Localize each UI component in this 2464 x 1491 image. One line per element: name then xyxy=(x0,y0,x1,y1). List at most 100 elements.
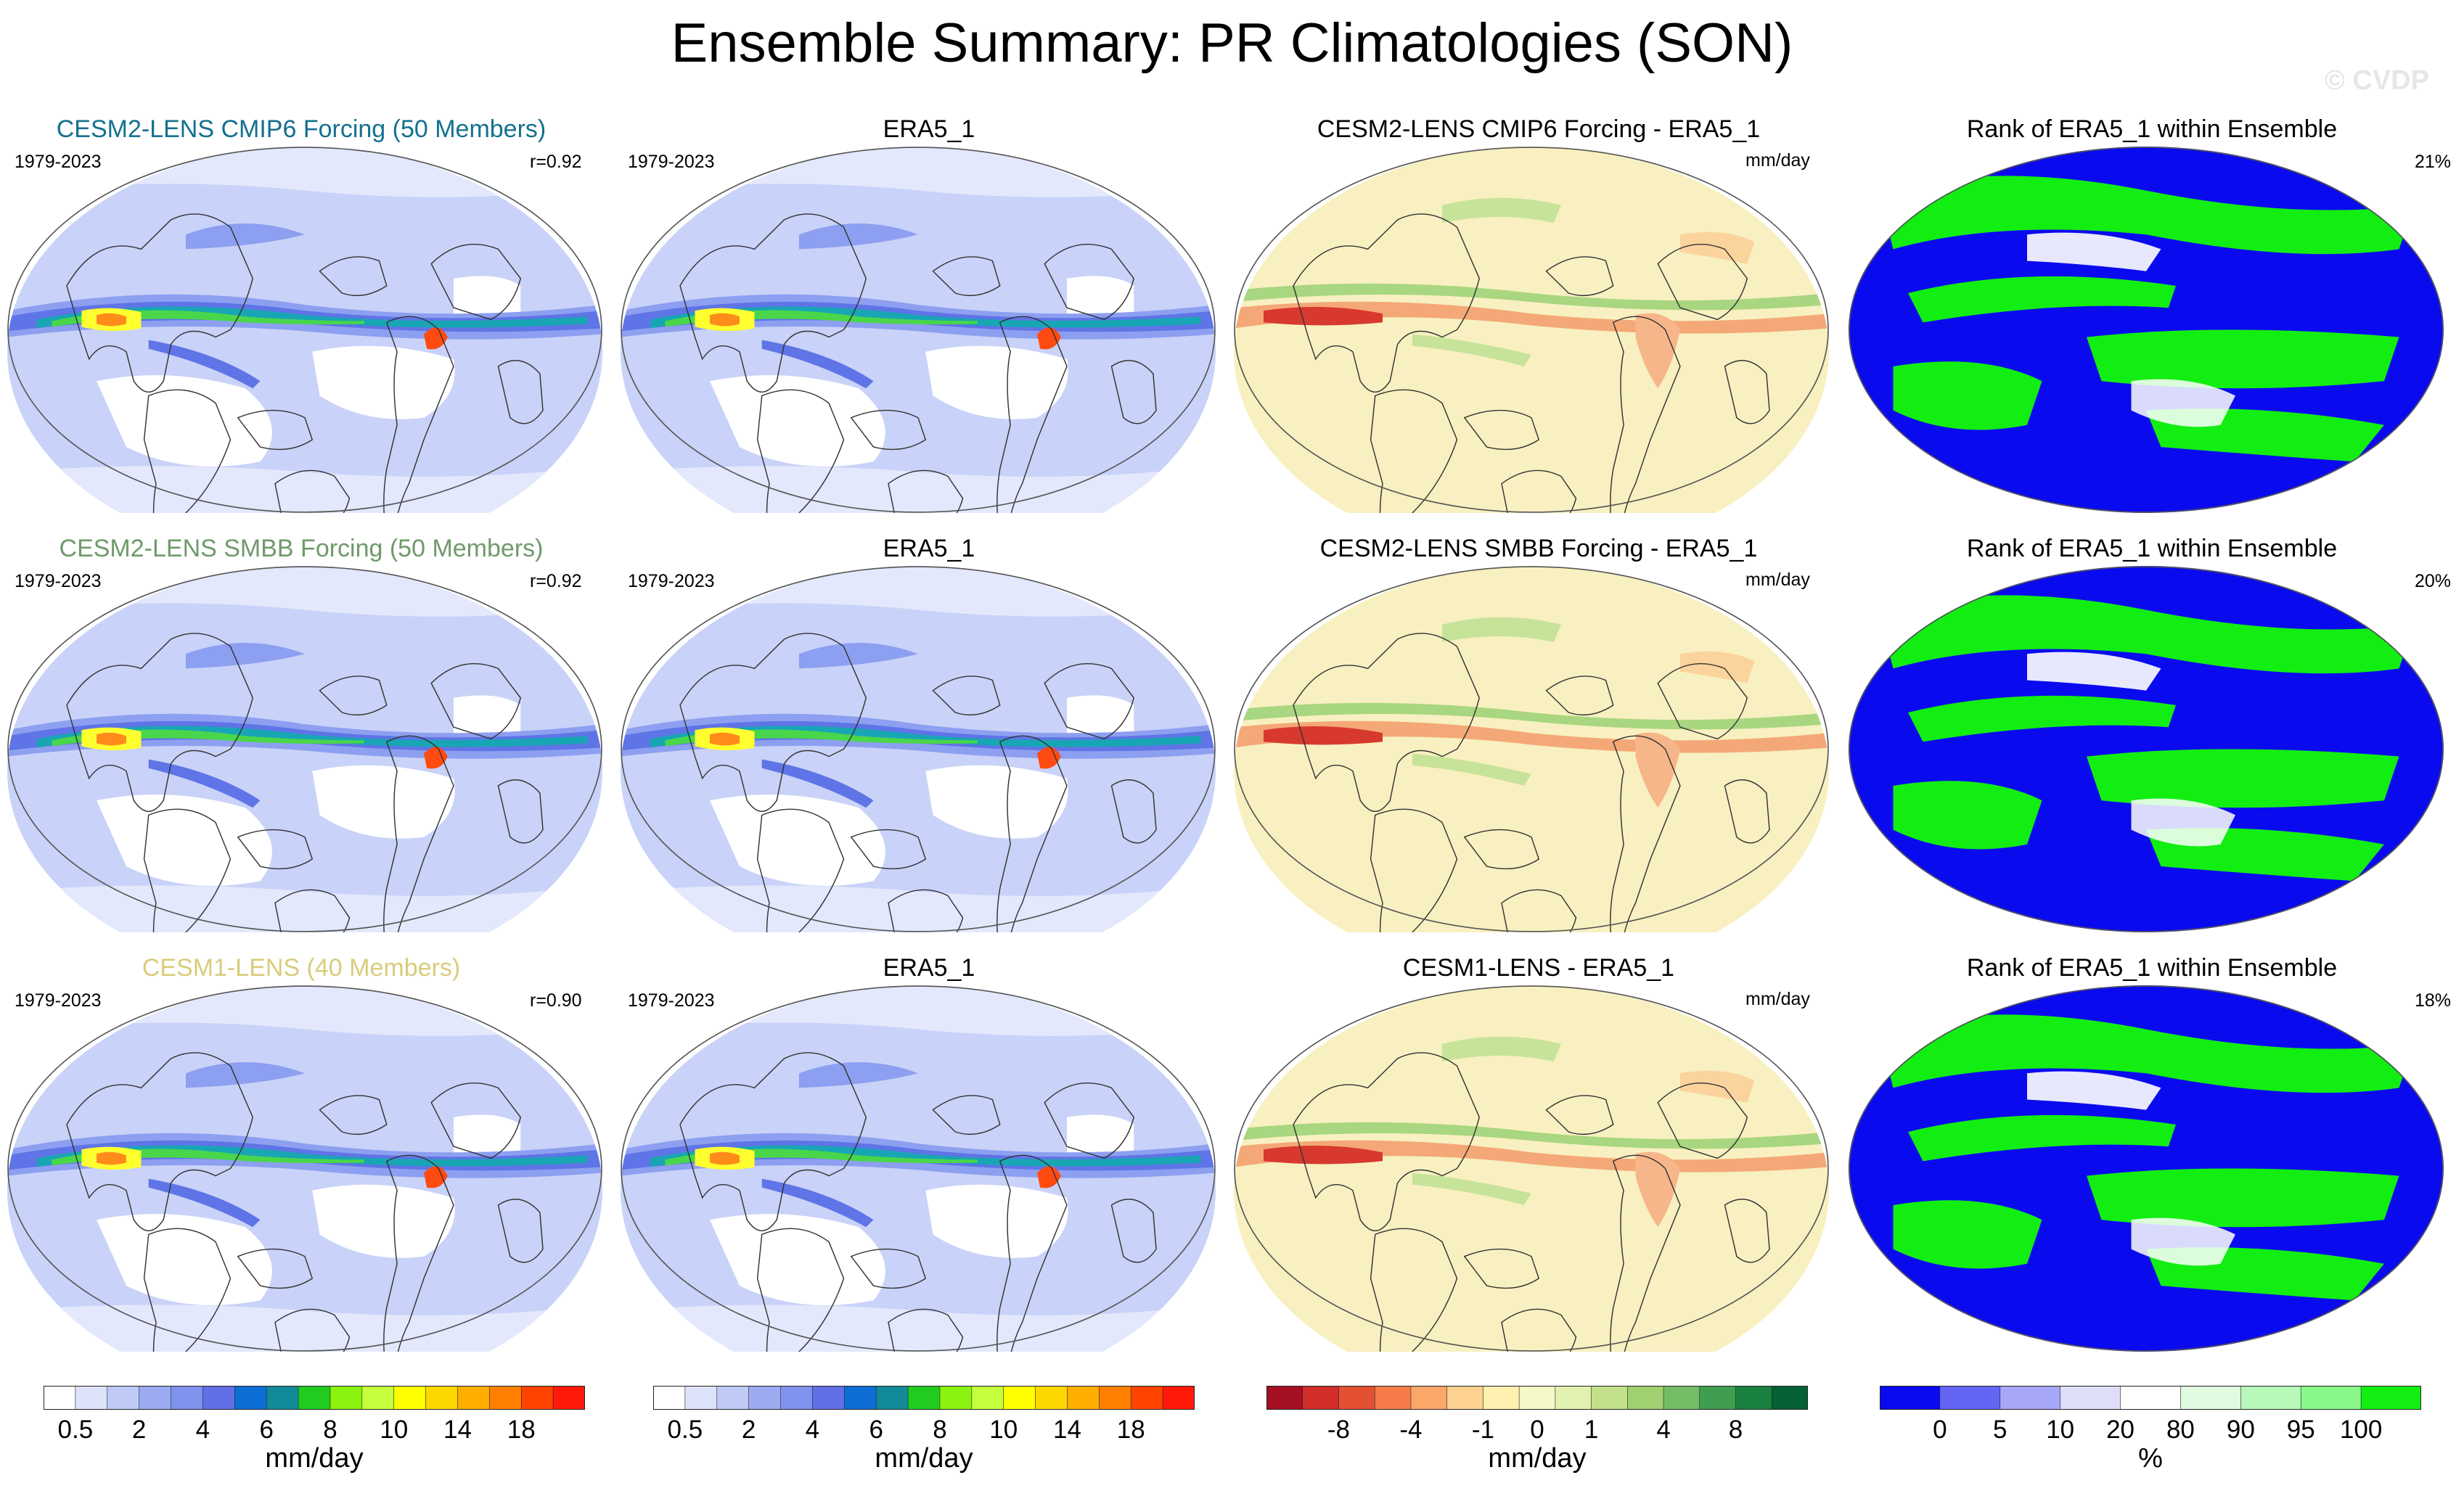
panel-title-obs: ERA5_1 xyxy=(883,954,975,982)
colorbar-box xyxy=(330,1386,363,1410)
colorbar-box xyxy=(653,1386,686,1410)
colorbar-tick-label: 14 xyxy=(443,1416,472,1444)
colorbar-tick-label: 95 xyxy=(2286,1416,2315,1444)
colorbar-box xyxy=(1591,1386,1629,1410)
units-label: mm/day xyxy=(1745,989,1810,1009)
colorbar-2 xyxy=(653,1386,1195,1410)
panel-title-rank: Rank of ERA5_1 within Ensemble xyxy=(1966,954,2338,982)
panel-title-rank: Rank of ERA5_1 within Ensemble xyxy=(1966,535,2338,562)
colorbar-box xyxy=(2000,1386,2061,1410)
colorbar-box xyxy=(75,1386,108,1410)
colorbar-box xyxy=(875,1386,909,1410)
colorbar-box xyxy=(971,1386,1004,1410)
colorbar-tick-label: 6 xyxy=(869,1416,883,1444)
colorbar-tick-label: 18 xyxy=(1116,1416,1145,1444)
correlation-label: r=0.92 xyxy=(530,571,582,591)
colorbar-box xyxy=(716,1386,750,1410)
correlation-label: r=0.90 xyxy=(530,990,582,1011)
panel-title-diff: CESM1-LENS - ERA5_1 xyxy=(1402,954,1675,982)
colorbar-box xyxy=(684,1386,718,1410)
colorbar-box xyxy=(1483,1386,1520,1410)
colorbar-box xyxy=(1130,1386,1163,1410)
colorbar-box xyxy=(393,1386,427,1410)
colorbar-box xyxy=(457,1386,491,1410)
colorbar-box xyxy=(907,1386,941,1410)
colorbar-box xyxy=(298,1386,331,1410)
units-label: mm/day xyxy=(1745,570,1810,590)
colorbar-box xyxy=(1880,1386,1941,1410)
colorbar-tick-label: 1 xyxy=(1584,1416,1599,1444)
colorbar-tick-label: 90 xyxy=(2226,1416,2255,1444)
colorbar-tick-label: 10 xyxy=(380,1416,409,1444)
colorbar-box xyxy=(2120,1386,2182,1410)
colorbar-box xyxy=(552,1386,585,1410)
panel-title-model: CESM2-LENS CMIP6 Forcing (50 Members) xyxy=(56,115,547,143)
colorbar-tick-label: 6 xyxy=(259,1416,274,1444)
map-rank xyxy=(1849,566,2444,932)
panel-title-model: CESM1-LENS (40 Members) xyxy=(142,954,461,982)
colorbar-units: mm/day xyxy=(265,1443,364,1474)
rank-percent-label: 21% xyxy=(2415,152,2452,172)
rank-percent-label: 18% xyxy=(2415,990,2452,1011)
colorbar-tick-label: 80 xyxy=(2166,1416,2195,1444)
colorbar-box xyxy=(1446,1386,1484,1410)
map-diff xyxy=(1234,147,1829,513)
rank-percent-label: 20% xyxy=(2415,571,2452,591)
colorbar-box xyxy=(1627,1386,1664,1410)
map-model xyxy=(7,566,602,932)
colorbar-box xyxy=(2060,1386,2121,1410)
map-model xyxy=(7,985,602,1352)
colorbar-tick-label: 2 xyxy=(131,1416,147,1444)
colorbar-units: mm/day xyxy=(875,1443,973,1474)
period-label: 1979-2023 xyxy=(15,990,102,1011)
colorbar-tick-label: 0.5 xyxy=(667,1416,703,1444)
map-obs xyxy=(621,985,1216,1352)
colorbar-tick-label: 18 xyxy=(507,1416,536,1444)
colorbar-box xyxy=(171,1386,204,1410)
colorbar-box xyxy=(2300,1386,2362,1410)
map-diff xyxy=(1234,985,1829,1352)
period-label: 1979-2023 xyxy=(628,990,715,1011)
colorbar-box xyxy=(1555,1386,1592,1410)
main-title: Ensemble Summary: PR Climatologies (SON) xyxy=(671,12,1793,74)
colorbar-tick-label: 4 xyxy=(1656,1416,1671,1444)
colorbar-box xyxy=(780,1386,814,1410)
colorbar-box xyxy=(1735,1386,1773,1410)
colorbar-tick-label: 8 xyxy=(1728,1416,1743,1444)
colorbar-box xyxy=(234,1386,267,1410)
colorbar-box xyxy=(843,1386,877,1410)
colorbar-tick-label: 4 xyxy=(195,1416,210,1444)
colorbar-tick-label: 8 xyxy=(323,1416,337,1444)
colorbar-box xyxy=(425,1386,459,1410)
map-diff xyxy=(1234,566,1829,932)
colorbar-tick-label: 5 xyxy=(1993,1416,2007,1444)
map-model xyxy=(7,147,602,513)
period-label: 1979-2023 xyxy=(628,571,715,591)
colorbar-box xyxy=(202,1386,236,1410)
units-label: mm/day xyxy=(1745,150,1810,171)
panel-title-obs: ERA5_1 xyxy=(883,115,975,143)
map-rank xyxy=(1849,985,2444,1352)
colorbar-4 xyxy=(1880,1386,2421,1410)
colorbar-box xyxy=(520,1386,554,1410)
colorbar-tick-label: 10 xyxy=(2046,1416,2075,1444)
colorbar-box xyxy=(489,1386,523,1410)
colorbar-units: % xyxy=(2138,1443,2163,1474)
panel-title-obs: ERA5_1 xyxy=(883,535,975,562)
colorbar-box xyxy=(1518,1386,1556,1410)
panel-title-rank: Rank of ERA5_1 within Ensemble xyxy=(1966,115,2338,143)
colorbar-tick-label: 4 xyxy=(805,1416,820,1444)
colorbar-tick-label: 8 xyxy=(933,1416,947,1444)
colorbar-tick-label: -1 xyxy=(1471,1416,1494,1444)
colorbar-box xyxy=(1939,1386,2001,1410)
colorbar-box xyxy=(812,1386,846,1410)
colorbar-box xyxy=(1338,1386,1376,1410)
correlation-label: r=0.92 xyxy=(530,152,582,172)
colorbar-tick-label: -8 xyxy=(1327,1416,1351,1444)
panel-title-diff: CESM2-LENS CMIP6 Forcing - ERA5_1 xyxy=(1317,115,1761,143)
colorbar-tick-label: 100 xyxy=(2339,1416,2383,1444)
colorbar-tick-label: -4 xyxy=(1399,1416,1423,1444)
colorbar-box xyxy=(1410,1386,1448,1410)
colorbar-box xyxy=(1162,1386,1195,1410)
colorbar-units: mm/day xyxy=(1488,1443,1587,1474)
